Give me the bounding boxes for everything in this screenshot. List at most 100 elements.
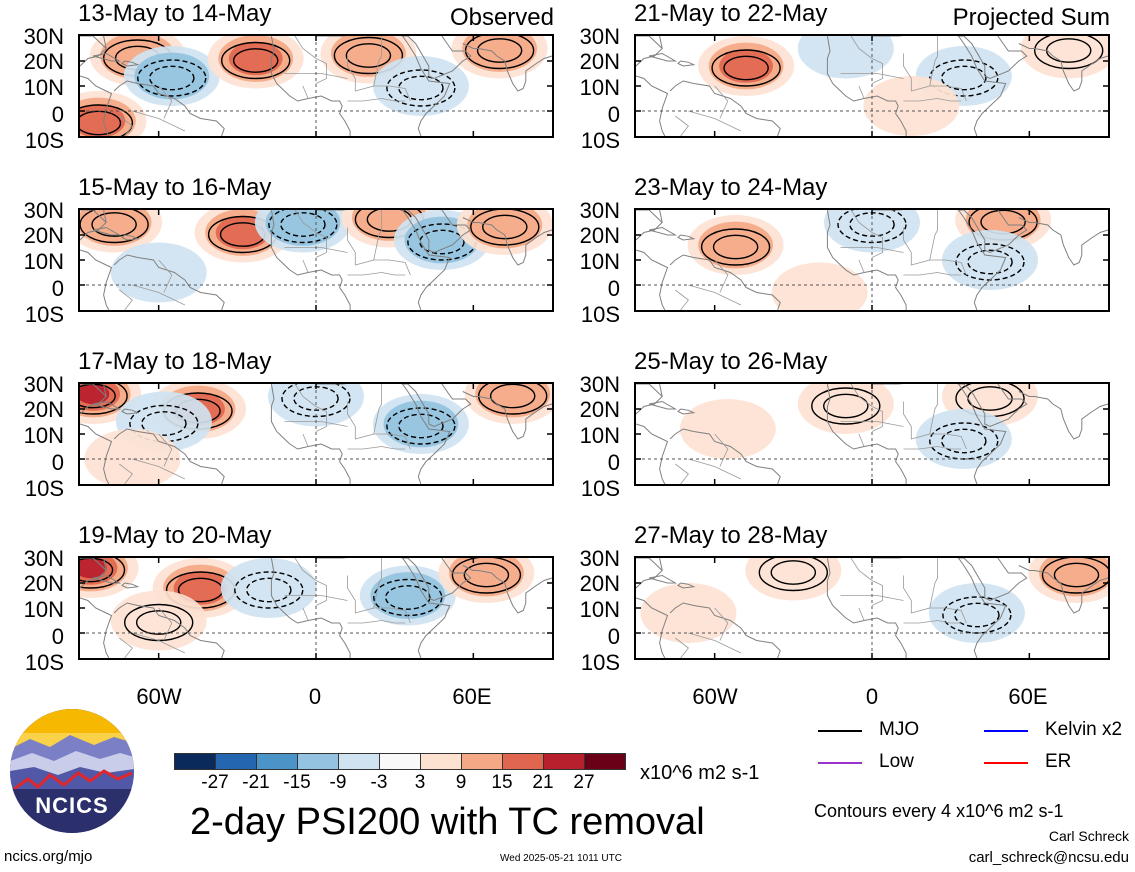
- contour-line: [711, 49, 781, 87]
- anomaly-shade: [228, 41, 283, 76]
- contour-line: [135, 610, 182, 635]
- legend-line-er: [984, 762, 1028, 764]
- footer-timestamp: Wed 2025-05-21 1011 UTC: [500, 853, 622, 864]
- contour-line: [954, 602, 1000, 628]
- streamfunction-map: [636, 558, 1108, 658]
- lat-label: 30N: [23, 24, 64, 49]
- lat-label: 20N: [579, 223, 620, 248]
- country-border: [158, 607, 173, 641]
- coastline: [669, 80, 781, 136]
- lat-label: 10S: [24, 476, 64, 501]
- map-frame: [634, 556, 1110, 660]
- colorbar-swatch: [379, 753, 421, 770]
- legend-label-er: ER: [1045, 751, 1072, 772]
- anomaly-shade: [268, 384, 364, 427]
- lat-label: 20N: [579, 397, 620, 422]
- map-frame: [634, 34, 1110, 138]
- contour-line: [245, 577, 292, 603]
- contour-line: [1034, 36, 1104, 70]
- map-frame: [78, 34, 554, 138]
- country-border: [284, 73, 348, 79]
- lat-label: 30N: [579, 372, 620, 397]
- footer-site: ncics.org/mjo: [4, 848, 93, 865]
- lat-label: 10S: [580, 650, 620, 675]
- coastline: [648, 52, 678, 62]
- country-border: [302, 85, 309, 99]
- lon-label-60w: 60W: [136, 684, 182, 709]
- country-border: [284, 247, 348, 253]
- coastline: [636, 75, 669, 136]
- contour-line: [811, 387, 881, 425]
- coastline: [958, 210, 1028, 254]
- coastline: [958, 384, 1028, 428]
- contour-line: [1053, 562, 1100, 588]
- colorbar-tick-label: -27: [201, 772, 229, 793]
- contour-line: [268, 210, 338, 244]
- country-border: [903, 272, 962, 276]
- lon-label-0: 0: [308, 684, 322, 709]
- coastline: [92, 226, 122, 236]
- coastline: [121, 234, 140, 241]
- coastline: [872, 210, 1007, 310]
- country-border: [714, 259, 729, 293]
- lat-label: 10S: [580, 302, 620, 327]
- lat-label: 0: [51, 624, 64, 649]
- lat-label: 10N: [23, 249, 64, 274]
- lat-label: 10N: [579, 423, 620, 448]
- country-border: [302, 433, 309, 447]
- coastline: [1018, 391, 1108, 440]
- contour-line: [723, 55, 769, 81]
- map-frame: [78, 382, 554, 486]
- coastline: [636, 558, 663, 589]
- map-frame: [634, 382, 1110, 486]
- country-border: [132, 632, 186, 654]
- coastline: [316, 558, 451, 658]
- streamfunction-map: [80, 36, 552, 136]
- colorbar-tick-label: -9: [329, 772, 347, 793]
- lat-label: 10N: [23, 597, 64, 622]
- coastline: [402, 558, 472, 602]
- lat-label: 10S: [580, 476, 620, 501]
- country-border: [858, 433, 865, 447]
- legend-label-low: Low: [879, 751, 914, 772]
- contour-line: [929, 422, 999, 460]
- lat-label: 10N: [579, 597, 620, 622]
- anomaly-shade: [370, 572, 446, 619]
- coastline: [80, 36, 107, 67]
- panel-title: 25-May to 26-May: [634, 348, 828, 375]
- contour-line: [345, 43, 392, 68]
- colorbar-swatch: [420, 753, 462, 770]
- country-border: [850, 384, 883, 432]
- country-border: [929, 259, 967, 276]
- colorbar-tick-label: 21: [532, 772, 554, 793]
- map-frame: [78, 208, 554, 312]
- legend-label-mjo: MJO: [879, 719, 920, 740]
- anomaly-shade: [467, 210, 543, 249]
- contour-line: [470, 210, 540, 246]
- coastline: [636, 384, 663, 415]
- country-border: [929, 607, 967, 624]
- coastline: [636, 210, 663, 241]
- country-border: [294, 36, 327, 84]
- streamfunction-map: [80, 384, 552, 484]
- country-border: [840, 595, 904, 601]
- country-border: [373, 433, 411, 450]
- contour-line: [386, 407, 456, 445]
- country-border: [347, 272, 406, 276]
- contour-line: [967, 249, 1013, 275]
- country-border: [373, 607, 411, 624]
- lat-label: 20N: [579, 49, 620, 74]
- coastline: [92, 400, 122, 410]
- country-border: [132, 458, 186, 480]
- coastline: [636, 249, 669, 310]
- legend-line-mjo: [818, 730, 862, 732]
- contour-line: [80, 384, 128, 415]
- anomaly-shade: [719, 49, 773, 83]
- anomaly-shade: [265, 210, 341, 246]
- streamfunction-map: [636, 210, 1108, 310]
- country-border: [347, 575, 382, 614]
- lat-label: 0: [607, 450, 620, 475]
- country-border: [903, 227, 938, 266]
- lat-label: 30N: [23, 198, 64, 223]
- country-border: [850, 36, 883, 84]
